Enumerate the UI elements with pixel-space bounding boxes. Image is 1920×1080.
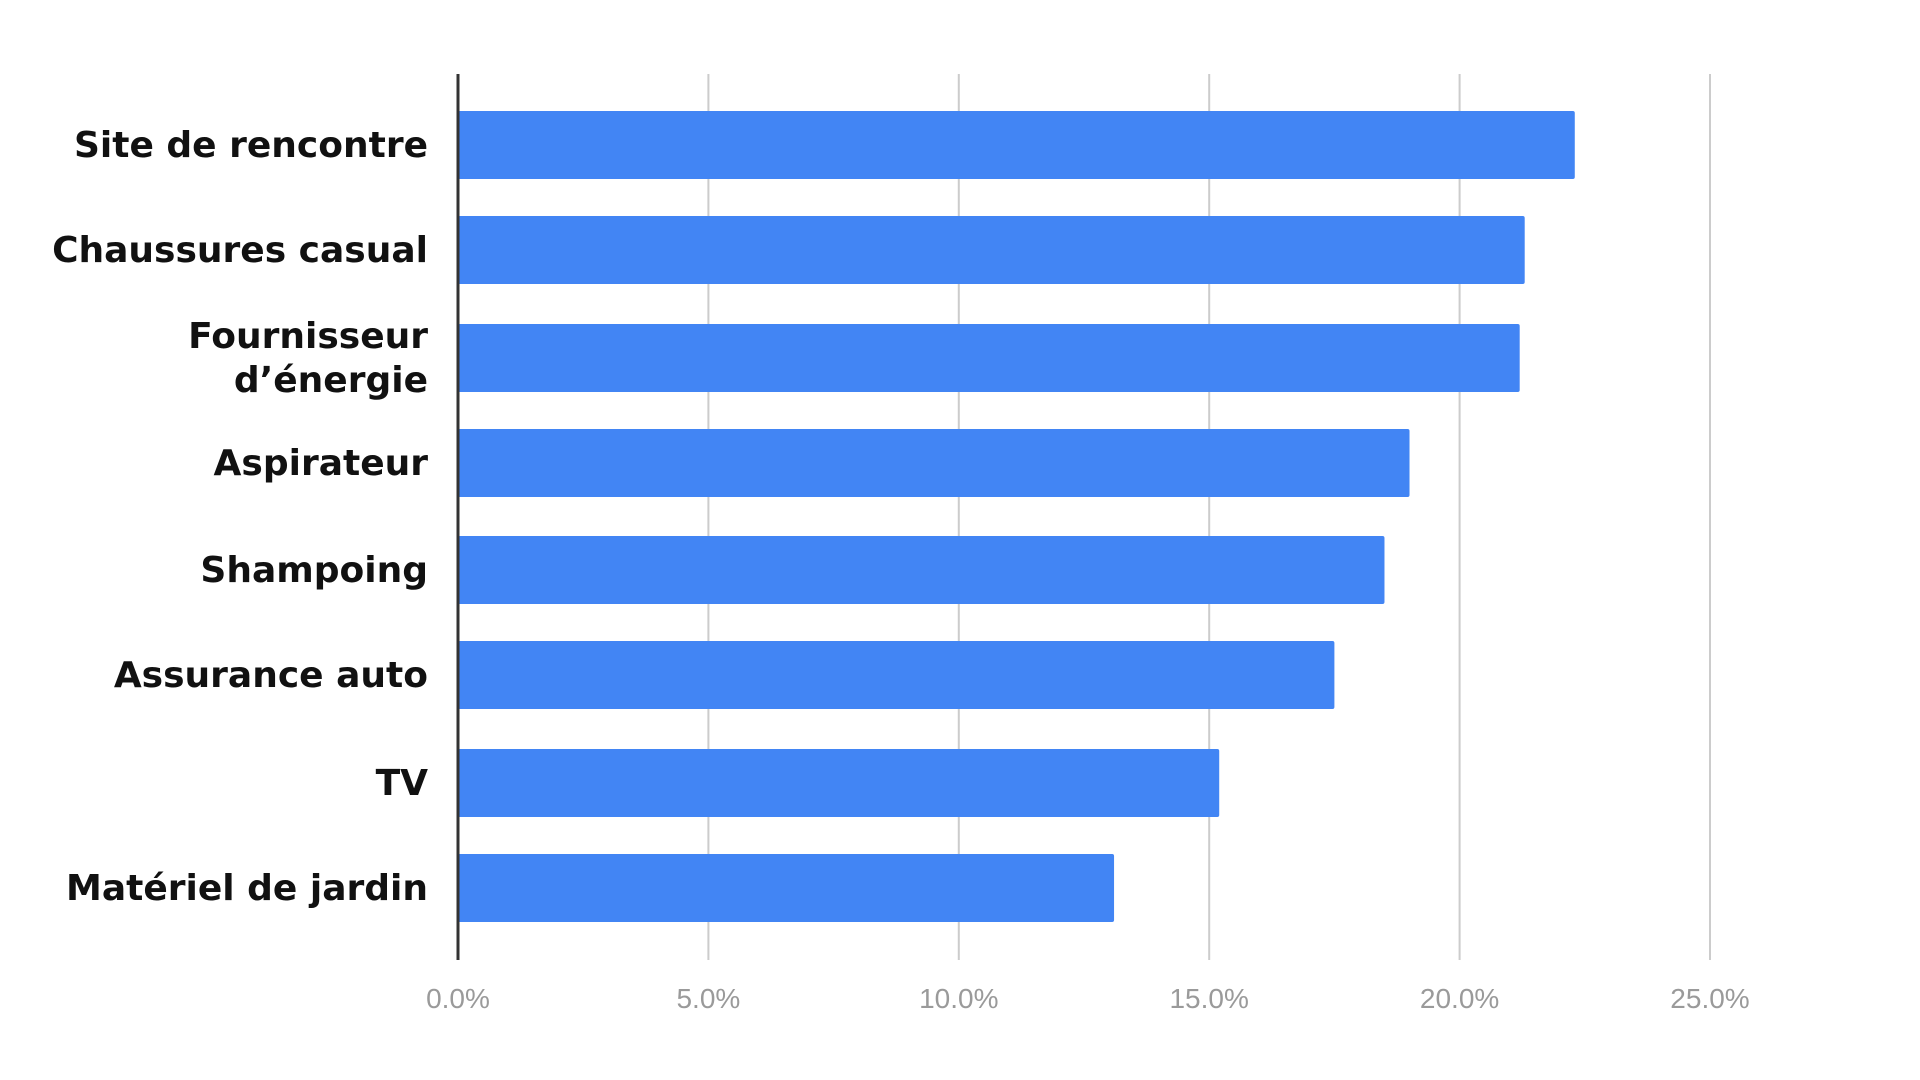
bar-2 — [458, 324, 1520, 392]
category-label-line: Fournisseur — [188, 316, 428, 357]
category-label-3: Aspirateur — [214, 443, 429, 484]
bar-5 — [458, 641, 1335, 709]
x-tick-label-4: 20.0% — [1420, 983, 1499, 1014]
category-label-1: Chaussures casual — [52, 230, 428, 271]
category-label-6: TV — [376, 763, 429, 804]
category-label-line: d’énergie — [234, 360, 428, 401]
x-tick-label-2: 10.0% — [919, 983, 998, 1014]
category-label-7: Matériel de jardin — [66, 868, 428, 909]
x-tick-label-3: 15.0% — [1169, 983, 1248, 1014]
bars-layer — [458, 111, 1575, 922]
bar-6 — [458, 749, 1220, 817]
category-labels: Site de rencontre Chaussures casual Fourni… — [52, 125, 428, 909]
bar-7 — [458, 854, 1115, 922]
x-tick-label-5: 25.0% — [1670, 983, 1749, 1014]
grid-layer — [707, 74, 1711, 960]
bar-4 — [458, 536, 1385, 604]
category-label-4: Shampoing — [200, 550, 428, 591]
x-tick-label-0: 0.0% — [426, 983, 490, 1014]
category-label-5: Assurance auto — [114, 655, 428, 696]
category-label-0: Site de rencontre — [74, 125, 428, 166]
x-tick-labels: 0.0% 5.0% 10.0% 15.0% 20.0% 25.0% — [426, 983, 1750, 1014]
bar-1 — [458, 216, 1525, 284]
category-label-2: Fournisseur d’énergie — [188, 316, 428, 401]
bar-0 — [458, 111, 1575, 179]
bar-3 — [458, 429, 1410, 497]
x-tick-label-1: 5.0% — [676, 983, 740, 1014]
